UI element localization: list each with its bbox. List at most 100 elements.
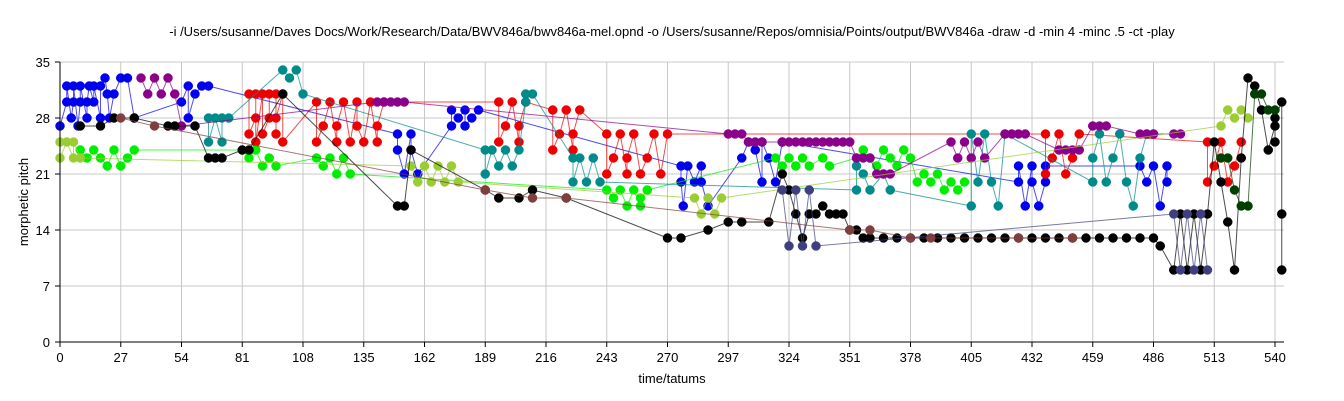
data-point xyxy=(716,193,727,203)
data-point xyxy=(163,73,173,83)
data-point xyxy=(1229,265,1240,275)
data-point xyxy=(1020,129,1030,139)
data-point xyxy=(764,217,774,227)
data-point xyxy=(757,137,767,147)
data-point xyxy=(1148,233,1159,243)
data-point xyxy=(642,153,652,163)
data-point xyxy=(1270,105,1280,115)
x-tick-label: 135 xyxy=(353,350,375,365)
data-point xyxy=(629,185,639,195)
data-point xyxy=(480,185,490,195)
data-point xyxy=(527,193,538,203)
data-point xyxy=(75,81,85,91)
data-point xyxy=(1209,137,1219,147)
data-point xyxy=(149,121,160,131)
data-point xyxy=(494,137,504,147)
data-point xyxy=(332,169,342,179)
data-point xyxy=(912,177,922,187)
data-point xyxy=(75,153,85,163)
x-tick-label: 189 xyxy=(474,350,496,365)
data-point xyxy=(1162,161,1172,171)
data-point xyxy=(95,81,106,91)
data-point xyxy=(156,89,166,99)
data-point xyxy=(818,153,828,163)
y-axis-label: morphetic pitch xyxy=(16,158,31,246)
x-tick-label: 54 xyxy=(174,350,188,365)
x-tick-label: 405 xyxy=(960,350,982,365)
data-point xyxy=(554,129,565,139)
data-point xyxy=(1175,265,1186,275)
data-point xyxy=(1121,233,1132,243)
y-tick-label: 7 xyxy=(43,279,50,294)
data-point xyxy=(642,185,652,195)
data-point xyxy=(1189,265,1199,275)
data-point xyxy=(737,217,747,227)
data-point xyxy=(845,225,855,235)
data-point xyxy=(1256,89,1267,99)
series-line xyxy=(781,189,1208,271)
data-point xyxy=(318,161,328,171)
data-point xyxy=(608,193,619,203)
data-point xyxy=(203,81,214,91)
grid xyxy=(59,61,1284,343)
data-point xyxy=(392,145,403,155)
data-point xyxy=(116,161,126,171)
data-point xyxy=(359,137,369,147)
series-8 xyxy=(777,185,1213,275)
data-point xyxy=(1175,129,1186,139)
data-point xyxy=(480,169,490,179)
data-point xyxy=(338,153,349,163)
data-point xyxy=(797,153,808,163)
data-point xyxy=(777,169,787,179)
data-point xyxy=(750,145,760,155)
data-point xyxy=(926,233,936,243)
data-point xyxy=(615,129,625,139)
data-point xyxy=(406,161,416,171)
data-point xyxy=(1074,145,1084,155)
data-point xyxy=(568,177,578,187)
data-point xyxy=(737,153,747,163)
data-point xyxy=(1229,185,1240,195)
data-point xyxy=(1216,121,1226,131)
data-point xyxy=(777,185,787,195)
data-point xyxy=(1135,161,1145,171)
data-point xyxy=(635,193,646,203)
data-point xyxy=(1155,241,1165,251)
data-point xyxy=(325,153,335,163)
x-tick-label: 270 xyxy=(657,350,679,365)
data-point xyxy=(791,161,801,171)
data-point xyxy=(1121,177,1132,187)
data-point xyxy=(899,145,909,155)
data-point xyxy=(500,145,511,155)
data-point xyxy=(561,105,571,115)
data-point xyxy=(1182,209,1192,219)
data-point xyxy=(1034,201,1044,211)
data-point xyxy=(1054,129,1064,139)
data-point xyxy=(905,153,916,163)
data-point xyxy=(1020,201,1030,211)
data-point xyxy=(467,113,477,123)
series-6 xyxy=(75,73,1287,275)
data-point xyxy=(919,169,929,179)
axes: 0 27 54 81 108 135 162 189 216 243 270 297 324 351 378… xyxy=(36,55,1286,365)
x-tick-label: 81 xyxy=(235,350,249,365)
x-tick-label: 540 xyxy=(1264,350,1286,365)
data-point xyxy=(575,105,585,115)
data-point xyxy=(932,169,943,179)
data-point xyxy=(1148,161,1159,171)
data-point xyxy=(1277,97,1287,107)
data-point xyxy=(885,185,895,195)
data-point xyxy=(170,121,180,131)
data-point xyxy=(136,73,146,83)
data-point xyxy=(959,137,970,147)
data-point xyxy=(406,145,416,155)
data-point xyxy=(1040,129,1051,139)
x-tick-label: 297 xyxy=(717,350,739,365)
data-point xyxy=(581,177,592,187)
data-point xyxy=(622,169,632,179)
data-point xyxy=(980,153,990,163)
x-tick-label: 162 xyxy=(414,350,436,365)
data-point xyxy=(298,89,308,99)
data-point xyxy=(1243,73,1253,83)
